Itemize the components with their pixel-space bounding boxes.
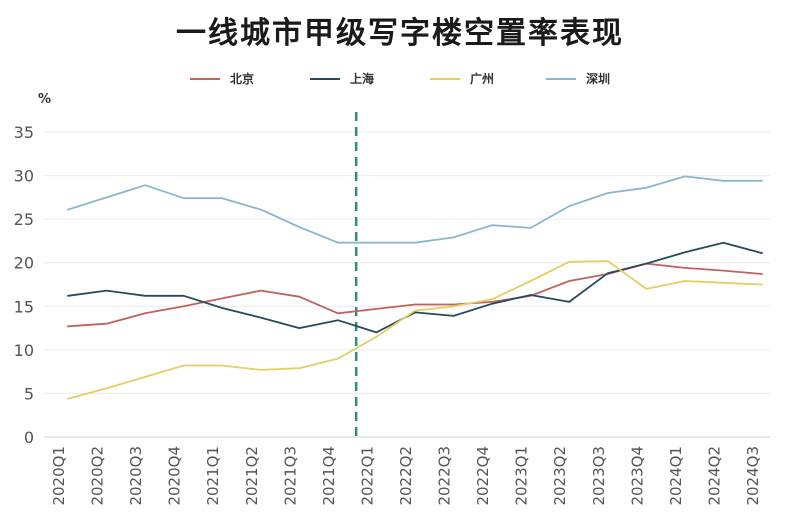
x-tick-label: 2021Q4 — [320, 446, 338, 506]
x-tick-label: 2022Q4 — [474, 446, 492, 506]
x-tick-label: 2021Q3 — [281, 446, 299, 506]
x-tick-label: 2023Q3 — [590, 446, 608, 506]
legend-item-0: 北京 — [190, 70, 254, 87]
x-tick-label: 2021Q2 — [243, 446, 261, 506]
legend-swatch — [190, 77, 220, 80]
legend-swatch — [310, 77, 340, 80]
legend-label: 上海 — [350, 72, 375, 86]
legend-item-2: 广州 — [430, 70, 494, 87]
legend-swatch — [430, 77, 460, 80]
x-tick-label: 2022Q3 — [436, 446, 454, 506]
x-tick-label: 2020Q3 — [127, 446, 145, 506]
y-axis-unit-label: % — [38, 92, 52, 107]
series-line-3 — [67, 175, 763, 244]
x-tick-label: 2022Q2 — [397, 446, 415, 506]
chart-title: 一线城市甲级写字楼空置率表现 — [176, 16, 624, 51]
x-tick-label: 2024Q1 — [667, 446, 685, 506]
x-tick-label: 2024Q3 — [744, 446, 762, 506]
x-tick-label: 2020Q2 — [89, 446, 107, 506]
legend: 北京 上海 广州 深圳 — [0, 70, 800, 90]
y-tick-label: 30 — [14, 167, 34, 186]
x-tick-label: 2023Q1 — [513, 446, 531, 506]
x-tick-label: 2022Q1 — [358, 446, 376, 506]
legend-swatch — [546, 77, 576, 80]
legend-item-3: 深圳 — [546, 70, 610, 87]
y-tick-label: 35 — [14, 123, 34, 142]
legend-label: 广州 — [470, 72, 495, 86]
series-line-1 — [67, 241, 763, 334]
y-tick-label: 0 — [24, 428, 34, 447]
y-tick-label: 5 — [24, 384, 34, 403]
x-tick-label: 2020Q1 — [50, 446, 68, 506]
x-tick-label: 2023Q4 — [628, 446, 646, 506]
y-tick-label: 20 — [14, 254, 34, 273]
legend-label: 深圳 — [586, 72, 611, 86]
y-tick-label: 15 — [14, 297, 34, 316]
series-line-2 — [67, 260, 763, 400]
y-tick-label: 25 — [14, 210, 34, 229]
y-tick-label: 10 — [14, 341, 34, 360]
legend-item-1: 上海 — [310, 70, 374, 87]
x-tick-label: 2024Q2 — [705, 446, 723, 506]
legend-label: 北京 — [230, 72, 255, 86]
x-tick-label: 2023Q2 — [551, 446, 569, 506]
x-tick-label: 2020Q4 — [166, 446, 184, 506]
x-tick-label: 2021Q1 — [204, 446, 222, 506]
